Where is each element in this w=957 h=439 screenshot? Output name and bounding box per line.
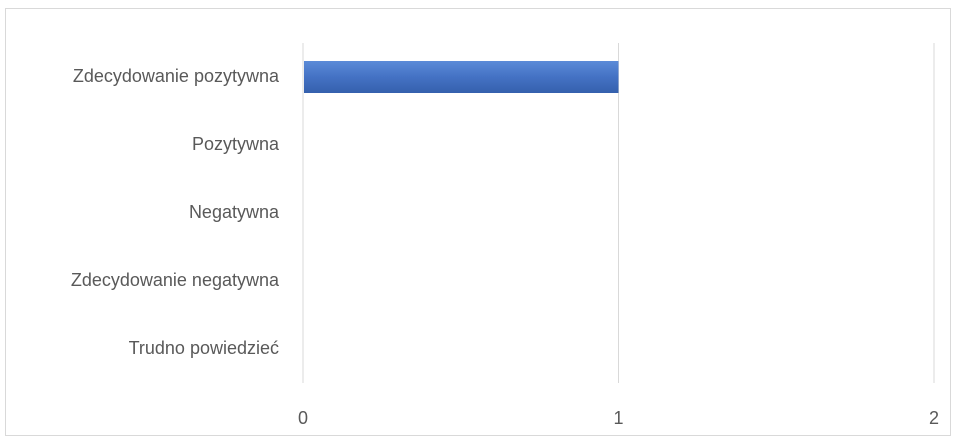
category-label-3: Zdecydowanie negatywna <box>71 270 280 290</box>
category-label-1: Pozytywna <box>192 134 280 154</box>
category-labels: Zdecydowanie pozytywna Pozytywna Negatywna… <box>71 66 280 358</box>
x-tick-label-1: 1 <box>613 408 623 428</box>
category-label-4: Trudno powiedzieć <box>129 338 279 358</box>
bars <box>304 61 619 93</box>
x-tick-label-2: 2 <box>929 408 939 428</box>
category-label-2: Negatywna <box>189 202 280 222</box>
x-tick-label-0: 0 <box>298 408 308 428</box>
gridlines <box>302 43 935 383</box>
x-tick-labels: 0 1 2 <box>298 408 939 428</box>
category-label-0: Zdecydowanie pozytywna <box>73 66 280 86</box>
bar-0 <box>304 61 619 93</box>
